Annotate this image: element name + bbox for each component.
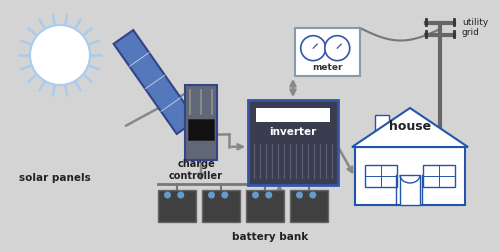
Text: charge
controller: charge controller	[169, 159, 223, 181]
Text: inverter: inverter	[270, 127, 316, 137]
Polygon shape	[114, 30, 196, 134]
Bar	[295, 28, 360, 76]
Circle shape	[222, 192, 228, 199]
Bar	[202, 190, 240, 222]
Circle shape	[178, 192, 184, 199]
Polygon shape	[352, 108, 468, 147]
Text: battery bank: battery bank	[232, 232, 308, 242]
Bar	[256, 108, 330, 122]
Circle shape	[208, 192, 215, 199]
Text: utility
grid: utility grid	[462, 18, 488, 37]
Bar	[188, 119, 214, 140]
Text: house: house	[389, 120, 431, 134]
Circle shape	[266, 192, 272, 199]
Circle shape	[252, 192, 259, 199]
Bar	[185, 85, 217, 160]
Circle shape	[300, 36, 326, 61]
Circle shape	[30, 25, 90, 85]
Text: solar panels: solar panels	[19, 173, 91, 183]
Text: meter: meter	[312, 63, 343, 72]
Circle shape	[164, 192, 171, 199]
Bar	[355, 147, 465, 205]
Bar	[423, 165, 455, 187]
Bar	[400, 175, 420, 205]
Bar	[375, 115, 389, 145]
Bar	[365, 165, 397, 187]
Bar	[246, 190, 284, 222]
Bar	[158, 190, 196, 222]
Bar	[290, 190, 328, 222]
Circle shape	[325, 36, 349, 61]
Circle shape	[296, 192, 303, 199]
Circle shape	[310, 192, 316, 199]
Bar	[248, 100, 338, 185]
